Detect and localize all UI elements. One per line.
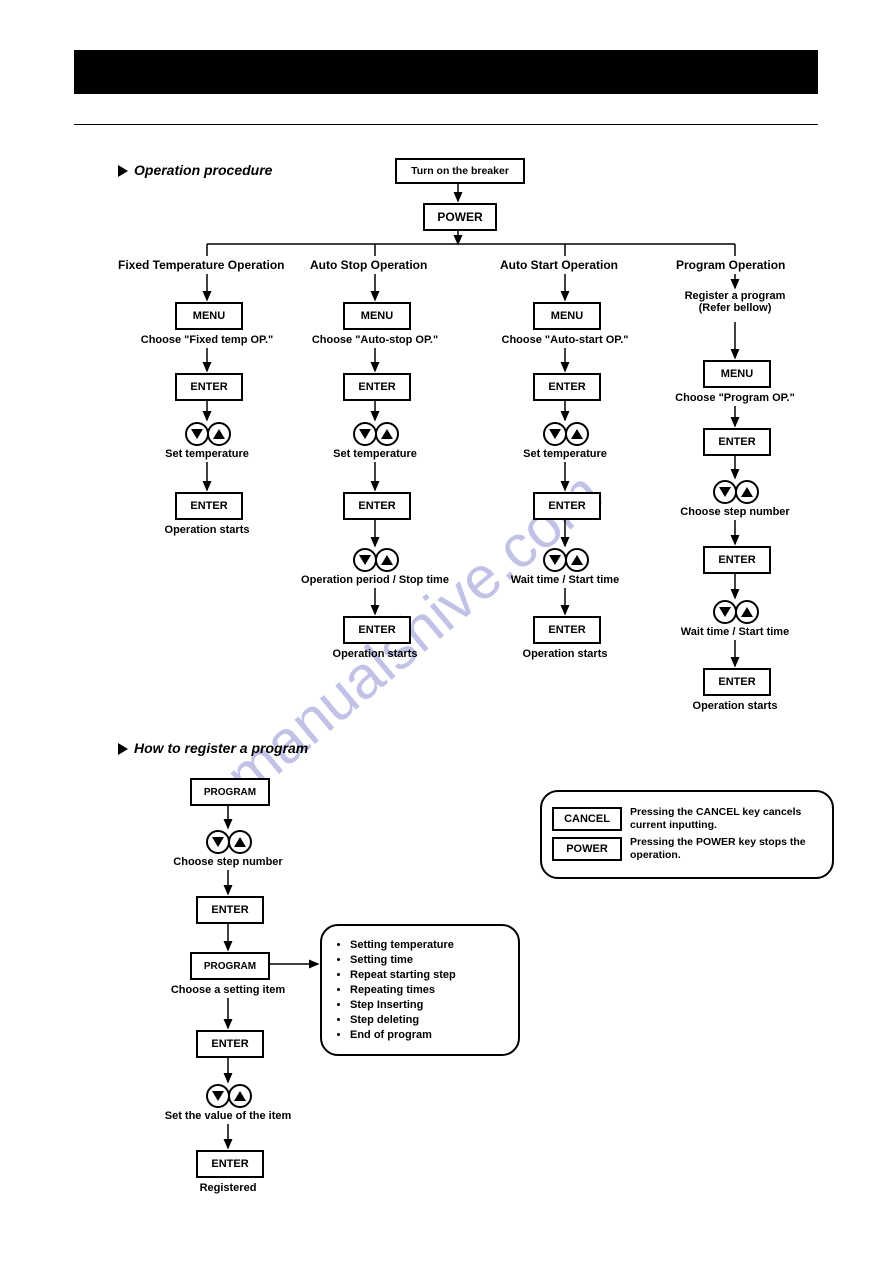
info-cancel-btn: CANCEL — [552, 807, 622, 831]
program-updown2 — [713, 600, 757, 622]
autostop-enter2: ENTER — [343, 492, 411, 520]
reg-choose2: Choose a setting item — [148, 984, 308, 996]
info-cancel-text: Pressing the CANCEL key cancels current … — [630, 806, 822, 832]
autostop-menu: MENU — [343, 302, 411, 330]
col-title-fixed: Fixed Temperature Operation — [118, 258, 284, 272]
col-title-program: Program Operation — [676, 258, 785, 272]
autostop-set: Set temperature — [295, 448, 455, 460]
program-enter2: ENTER — [703, 546, 771, 574]
autostart-wait: Wait time / Start time — [485, 574, 645, 586]
down-icon — [359, 555, 371, 565]
info-row-cancel: CANCEL Pressing the CANCEL key cancels c… — [552, 806, 822, 832]
up-icon — [741, 607, 753, 617]
program-register: Register a program (Refer bellow) — [655, 290, 815, 314]
settings-list: Setting temperature Setting time Repeat … — [336, 939, 504, 1041]
reg-program1: PROGRAM — [190, 778, 270, 806]
up-icon — [213, 429, 225, 439]
program-enter1: ENTER — [703, 428, 771, 456]
autostop-choose: Choose "Auto-stop OP." — [295, 334, 455, 346]
fixed-start: Operation starts — [127, 524, 287, 536]
col-title-autostop: Auto Stop Operation — [310, 258, 427, 272]
autostart-updown1 — [543, 422, 587, 444]
program-menu: MENU — [703, 360, 771, 388]
reg-setval: Set the value of the item — [148, 1110, 308, 1122]
up-icon — [571, 555, 583, 565]
autostop-updown1 — [353, 422, 397, 444]
section-op-procedure: Operation procedure — [118, 162, 272, 178]
down-icon — [191, 429, 203, 439]
reg-choose1: Choose step number — [148, 856, 308, 868]
autostart-enter2: ENTER — [533, 492, 601, 520]
program-enter3: ENTER — [703, 668, 771, 696]
down-icon — [212, 1091, 224, 1101]
reg-enter3: ENTER — [196, 1150, 264, 1178]
info-power-btn: POWER — [552, 837, 622, 861]
info-power-text: Pressing the POWER key stops the operati… — [630, 836, 822, 862]
section-how-register-label: How to register a program — [134, 740, 308, 756]
autostop-enter3: ENTER — [343, 616, 411, 644]
down-icon — [549, 555, 561, 565]
fixed-enter1: ENTER — [175, 373, 243, 401]
settings-item: Step deleting — [350, 1014, 504, 1026]
settings-item: Setting temperature — [350, 939, 504, 951]
fixed-enter2: ENTER — [175, 492, 243, 520]
autostart-enter1: ENTER — [533, 373, 601, 401]
triangle-icon — [118, 743, 128, 755]
autostart-choose: Choose "Auto-start OP." — [485, 334, 645, 346]
reg-updown1 — [206, 830, 250, 852]
settings-list-box: Setting temperature Setting time Repeat … — [320, 924, 520, 1056]
down-icon — [719, 487, 731, 497]
program-wait: Wait time / Start time — [655, 626, 815, 638]
down-icon — [359, 429, 371, 439]
fixed-updown — [185, 422, 229, 444]
up-icon — [234, 1091, 246, 1101]
reg-registered: Registered — [148, 1182, 308, 1194]
info-box: CANCEL Pressing the CANCEL key cancels c… — [540, 790, 834, 879]
header-rule — [74, 124, 818, 125]
fixed-menu: MENU — [175, 302, 243, 330]
down-icon — [212, 837, 224, 847]
autostart-enter3: ENTER — [533, 616, 601, 644]
fixed-choose: Choose "Fixed temp OP." — [127, 334, 287, 346]
fixed-set: Set temperature — [127, 448, 287, 460]
col-title-autostart: Auto Start Operation — [500, 258, 618, 272]
up-icon — [571, 429, 583, 439]
autostart-start: Operation starts — [485, 648, 645, 660]
box-breaker: Turn on the breaker — [395, 158, 525, 184]
program-step: Choose step number — [655, 506, 815, 518]
autostop-period: Operation period / Stop time — [290, 574, 460, 586]
up-icon — [381, 429, 393, 439]
box-power: POWER — [423, 203, 497, 231]
settings-item: Repeating times — [350, 984, 504, 996]
reg-enter1: ENTER — [196, 896, 264, 924]
triangle-icon — [118, 165, 128, 177]
up-icon — [741, 487, 753, 497]
program-start: Operation starts — [655, 700, 815, 712]
autostart-set: Set temperature — [485, 448, 645, 460]
autostart-menu: MENU — [533, 302, 601, 330]
settings-item: End of program — [350, 1029, 504, 1041]
info-row-power: POWER Pressing the POWER key stops the o… — [552, 836, 822, 862]
autostop-enter1: ENTER — [343, 373, 411, 401]
section-how-register: How to register a program — [118, 740, 308, 756]
page: manualshive.com Operation procedure Turn… — [0, 0, 893, 1263]
autostart-updown2 — [543, 548, 587, 570]
up-icon — [234, 837, 246, 847]
autostop-updown2 — [353, 548, 397, 570]
up-icon — [381, 555, 393, 565]
section-op-procedure-label: Operation procedure — [134, 162, 272, 178]
header-bar — [74, 50, 818, 94]
program-updown1 — [713, 480, 757, 502]
autostop-start: Operation starts — [295, 648, 455, 660]
reg-enter2: ENTER — [196, 1030, 264, 1058]
settings-item: Setting time — [350, 954, 504, 966]
down-icon — [549, 429, 561, 439]
program-choose: Choose "Program OP." — [655, 392, 815, 404]
reg-updown2 — [206, 1084, 250, 1106]
down-icon — [719, 607, 731, 617]
reg-program2: PROGRAM — [190, 952, 270, 980]
settings-item: Step Inserting — [350, 999, 504, 1011]
settings-item: Repeat starting step — [350, 969, 504, 981]
